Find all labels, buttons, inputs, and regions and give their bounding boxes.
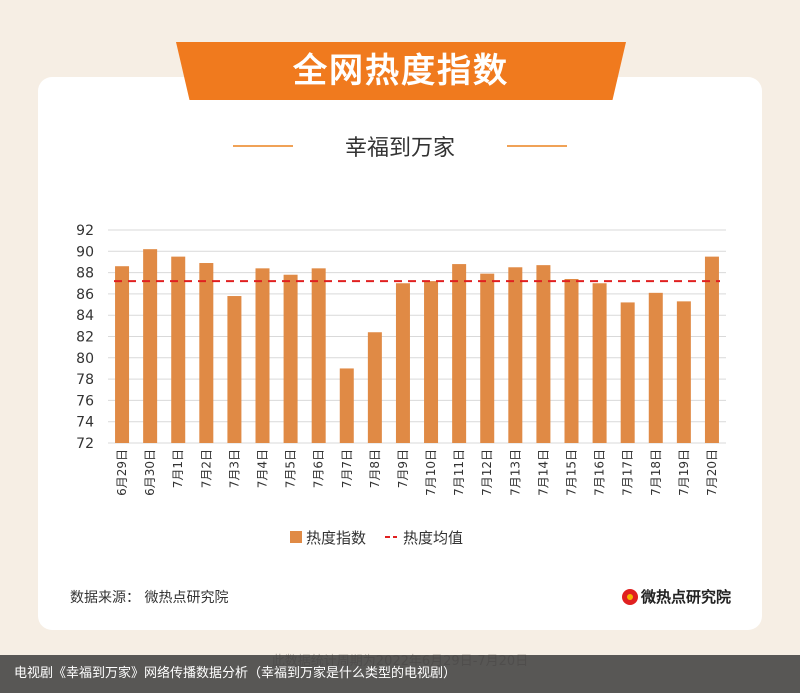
y-tick-label: 86 xyxy=(76,287,94,303)
x-tick-label: 6月30日 xyxy=(143,449,157,496)
y-tick-label: 84 xyxy=(76,308,94,324)
x-tick-label: 7月20日 xyxy=(705,449,719,496)
bar xyxy=(424,281,439,443)
legend-swatch-bar xyxy=(290,531,302,543)
y-tick-label: 88 xyxy=(76,266,94,282)
chart-title: 幸福到万家 xyxy=(344,136,455,161)
x-tick-label: 7月1日 xyxy=(171,449,185,488)
bar xyxy=(480,273,495,443)
bar xyxy=(536,265,551,443)
x-tick-label: 7月2日 xyxy=(199,449,213,488)
bar xyxy=(255,268,270,443)
y-tick-label: 78 xyxy=(76,372,94,388)
x-tick-label: 7月13日 xyxy=(508,449,522,496)
x-tick-label: 7月9日 xyxy=(396,449,410,488)
x-tick-label: 7月18日 xyxy=(649,449,663,496)
bar xyxy=(339,368,354,443)
x-tick-label: 7月8日 xyxy=(368,449,382,488)
bar xyxy=(508,267,523,443)
x-tick-label: 7月16日 xyxy=(593,449,607,496)
bar xyxy=(171,256,186,443)
x-tick-label: 6月29日 xyxy=(115,449,129,496)
x-tick-label: 7月17日 xyxy=(621,449,635,496)
bar xyxy=(199,263,214,443)
bar xyxy=(367,332,382,443)
y-tick-label: 76 xyxy=(76,393,94,409)
bar xyxy=(648,292,663,443)
y-tick-label: 92 xyxy=(76,223,94,239)
bar xyxy=(311,268,326,443)
x-tick-label: 7月19日 xyxy=(677,449,691,496)
bar xyxy=(704,256,719,443)
x-tick-label: 7月3日 xyxy=(227,449,241,488)
y-tick-label: 90 xyxy=(76,244,94,260)
x-tick-label: 7月7日 xyxy=(340,449,354,488)
bar xyxy=(143,249,158,443)
bar xyxy=(227,296,242,443)
y-tick-label: 82 xyxy=(76,330,94,346)
logo: 微热点研究院 xyxy=(622,586,731,607)
x-tick-label: 7月11日 xyxy=(452,449,466,496)
x-tick-label: 7月4日 xyxy=(256,449,270,488)
legend-label-bar: 热度指数 xyxy=(306,529,366,547)
x-tick-label: 7月15日 xyxy=(565,449,579,496)
bar xyxy=(395,283,410,443)
y-tick-label: 74 xyxy=(76,415,94,431)
banner-title: 全网热度指数 xyxy=(176,42,626,100)
bar xyxy=(564,278,579,443)
bar xyxy=(592,283,607,443)
bar xyxy=(452,264,467,443)
legend-label-average: 热度均值 xyxy=(403,529,463,547)
weiredian-logo-icon xyxy=(622,588,638,605)
title-decor-left xyxy=(233,145,293,147)
bar xyxy=(620,302,635,443)
bar xyxy=(115,266,130,443)
bar xyxy=(283,274,298,443)
x-tick-label: 7月10日 xyxy=(424,449,438,496)
page-caption: 电视剧《幸福到万家》网络传播数据分析（幸福到万家是什么类型的电视剧） xyxy=(0,655,800,693)
y-tick-label: 80 xyxy=(76,351,94,367)
x-tick-label: 7月5日 xyxy=(284,449,298,488)
data-source: 数据来源： 微热点研究院 xyxy=(70,590,229,606)
x-tick-label: 7月6日 xyxy=(312,449,326,488)
bar xyxy=(676,301,691,443)
y-tick-label: 72 xyxy=(76,436,94,452)
x-tick-label: 7月14日 xyxy=(536,449,550,496)
x-tick-label: 7月12日 xyxy=(480,449,494,496)
title-decor-right xyxy=(507,145,567,147)
logo-text: 微热点研究院 xyxy=(641,588,732,606)
